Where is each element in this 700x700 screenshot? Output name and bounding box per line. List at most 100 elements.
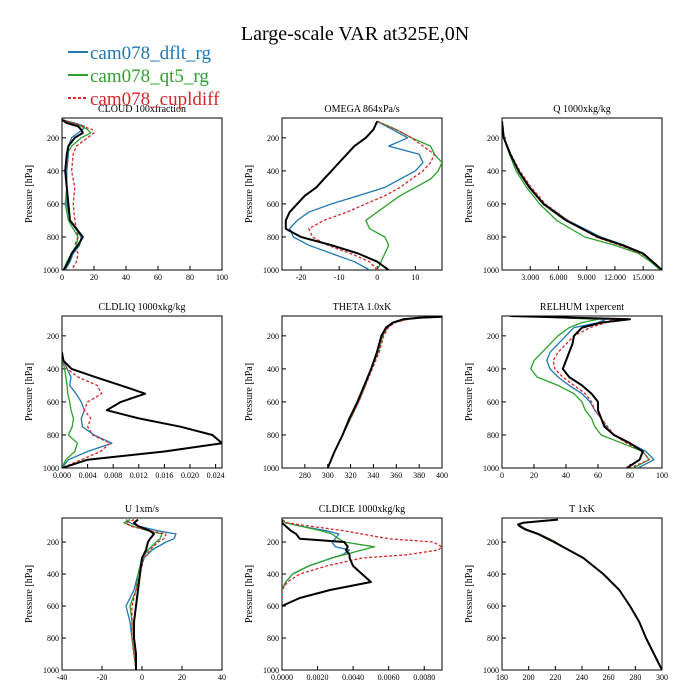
panel-q: Q 1000xkg/kg Pressure [hPa] 200 400 600 800 10…: [464, 104, 663, 282]
series-line-cam078-qt5-rg: [502, 121, 661, 270]
x-tick-label: 0.0080: [413, 673, 435, 682]
series-line-cam078-qt5-rg: [282, 519, 376, 606]
y-tick-label: 600: [487, 602, 499, 611]
y-tick-label: 400: [47, 570, 59, 579]
series-group: [62, 118, 95, 270]
x-tick-label: 0.016: [155, 471, 173, 480]
y-tick-label: 600: [267, 602, 279, 611]
legend-label-3: cam078_cupldiff: [90, 89, 220, 110]
x-tick-label: 260: [603, 673, 615, 682]
x-tick-label: 360: [390, 471, 402, 480]
series-line-cam078-qt5-rg: [123, 519, 163, 670]
panel-frame: [281, 315, 443, 469]
y-tick-label: 600: [267, 398, 279, 407]
series-line-cam078-dflt-rg: [288, 120, 424, 270]
legend-entry-2: cam078_qt5_rg: [68, 66, 209, 87]
y-axis-label: Pressure [hPa]: [24, 363, 35, 421]
y-tick-label: 400: [267, 365, 279, 374]
y-tick-label: 1000: [483, 666, 499, 675]
y-tick-label: 600: [487, 398, 499, 407]
x-tick-label: 9.000: [578, 273, 596, 282]
panel-frame: [281, 517, 443, 671]
series-group: [282, 519, 442, 607]
series-line-obs: [326, 316, 442, 468]
series-line-obs: [517, 518, 662, 670]
panel-title: RELHUM 1xpercent: [540, 302, 624, 313]
series-group: [517, 518, 662, 670]
y-tick-label: 400: [267, 167, 279, 176]
series-line-cam078-qt5-rg: [327, 316, 442, 468]
x-tick-label: 40: [218, 673, 226, 682]
y-tick-label: 1000: [43, 666, 59, 675]
y-axis-label: Pressure [hPa]: [464, 363, 475, 421]
y-tick-label: 800: [487, 634, 499, 643]
y-tick-label: 800: [487, 233, 499, 242]
y-tick-label: 200: [267, 134, 279, 143]
y-tick-label: 400: [487, 570, 499, 579]
series-line-obs: [509, 316, 644, 468]
panel-cldliq: CLDLIQ 1000xkg/kg Pressure [hPa] 200 400 600…: [24, 302, 225, 480]
panel-title: CLDICE 1000xkg/kg: [319, 504, 405, 515]
y-tick-label: 1000: [43, 464, 59, 473]
y-tick-label: 200: [267, 332, 279, 341]
series-line-cam078-qt5-rg: [518, 518, 662, 670]
x-tick-label: 20: [530, 471, 538, 480]
x-tick-label: 3.000: [521, 273, 539, 282]
y-axis-label: Pressure [hPa]: [244, 165, 255, 223]
panel-omega: OMEGA 864xPa/s Pressure [hPa] 200 400 600 800…: [244, 104, 443, 282]
y-axis-label: Pressure [hPa]: [244, 363, 255, 421]
x-tick-label: 300: [656, 673, 668, 682]
y-tick-label: 400: [487, 167, 499, 176]
panel-frame: [501, 117, 663, 271]
x-tick-label: 60: [154, 273, 162, 282]
series-line-obs: [62, 118, 84, 270]
x-tick-label: 200: [523, 673, 535, 682]
y-tick-label: 200: [487, 538, 499, 547]
x-tick-label: 380: [413, 471, 425, 480]
x-tick-label: -20: [296, 273, 307, 282]
x-tick-label: 60: [594, 471, 602, 480]
x-tick-label: 0: [140, 673, 144, 682]
figure-title: Large-scale VAR at325E,0N: [241, 23, 469, 45]
y-axis-label: Pressure [hPa]: [244, 565, 255, 623]
series-line-cam078-dflt-rg: [62, 352, 113, 468]
y-tick-label: 200: [487, 134, 499, 143]
series-line-obs: [133, 518, 155, 670]
series-line-obs: [284, 120, 390, 270]
x-tick-label: 280: [299, 471, 311, 480]
x-tick-label: -40: [57, 673, 68, 682]
y-tick-label: 1000: [263, 464, 279, 473]
series-line-cam078-qt5-rg: [365, 120, 442, 270]
series-line-cam078-cupldiff: [125, 518, 167, 670]
series-line-obs: [62, 352, 222, 468]
x-tick-label: 0.020: [181, 471, 199, 480]
y-tick-label: 200: [47, 538, 59, 547]
series-line-cam078-cupldiff: [521, 316, 650, 468]
x-tick-label: -10: [334, 273, 345, 282]
y-tick-label: 800: [267, 431, 279, 440]
x-tick-label: 100: [216, 273, 228, 282]
panel-theta: THETA 1.0xK Pressure [hPa] 200 400 600 800 100…: [244, 302, 448, 480]
x-tick-label: 20: [90, 273, 98, 282]
series-line-cam078-cupldiff: [308, 120, 436, 270]
y-tick-label: 800: [47, 634, 59, 643]
x-tick-label: 400: [436, 471, 448, 480]
series-line-cam078-dflt-rg: [125, 519, 177, 670]
y-tick-label: 1000: [483, 266, 499, 275]
legend-label-1: cam078_dflt_rg: [90, 43, 212, 64]
x-tick-label: 80: [626, 471, 634, 480]
x-tick-label: 40: [562, 471, 570, 480]
legend: cam078_dflt_rg cam078_qt5_rg cam078_cupl…: [68, 43, 220, 110]
series-line-cam078-cupldiff: [282, 519, 442, 606]
x-tick-label: 20: [178, 673, 186, 682]
y-axis-label: Pressure [hPa]: [464, 565, 475, 623]
series-line-cam078-dflt-rg: [518, 518, 662, 670]
series-line-cam078-dflt-rg: [62, 119, 86, 270]
x-tick-label: 0.0000: [271, 673, 293, 682]
x-tick-label: 320: [345, 471, 357, 480]
series-group: [502, 121, 662, 270]
y-axis-label: Pressure [hPa]: [24, 565, 35, 623]
